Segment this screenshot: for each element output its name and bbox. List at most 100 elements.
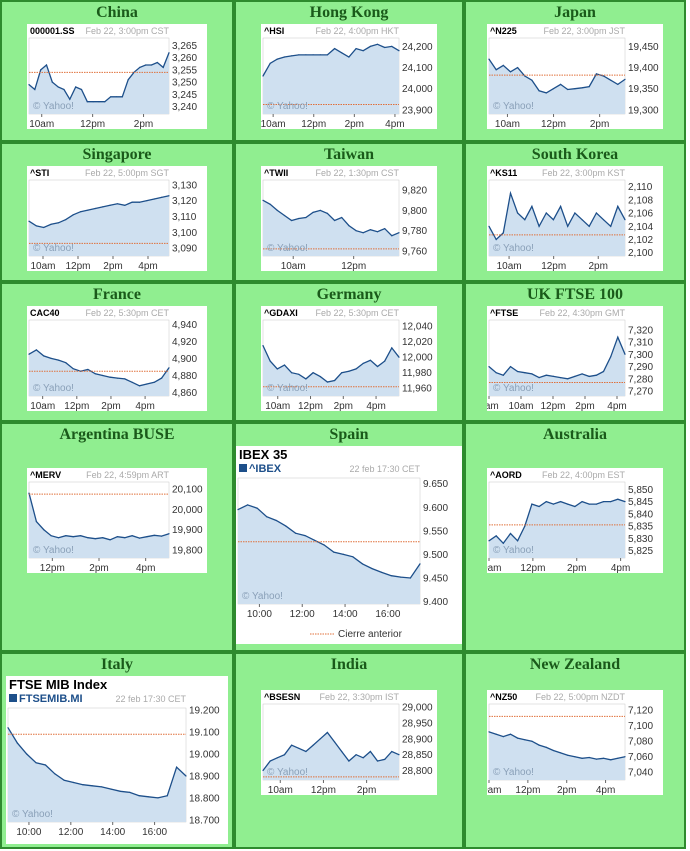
data-point [552,88,554,90]
data-point [276,368,278,370]
x-tick-label: 2pm [575,401,594,411]
data-point [531,503,533,505]
chart-symbol: ^AORD [490,470,522,480]
y-tick-label: 19.200 [189,706,220,717]
italy-chart[interactable]: FTSE MIB Index FTSEMIB.MI 22 feb 17:30 CET… [6,676,228,844]
new-zealand-chart[interactable]: ^NZ50 Feb 22, 5:00pm NZDT © Yahoo! 7,120 7,1… [487,690,663,795]
data-point [362,362,364,364]
japan-chart[interactable]: ^N225 Feb 22, 3:00pm JST © Yahoo! 19,450 19,… [487,24,663,129]
data-point [131,201,133,203]
data-point [495,238,497,241]
data-point [298,373,300,375]
data-point [269,62,271,64]
data-point [610,225,612,227]
series-line [262,731,400,771]
data-point [147,796,150,798]
india-chart[interactable]: ^BSESN Feb 22, 3:30pm IST © Yahoo! 29,000 28… [261,690,437,795]
data-point [109,376,111,378]
data-point [355,368,357,370]
data-point [237,509,239,511]
south-korea-chart[interactable]: ^KS11 Feb 22, 3:00pm KST © Yahoo! 2,110 2,10… [487,166,663,271]
data-point [488,731,490,733]
x-tick-label: 4pm [136,563,155,573]
y-tick-label: 20,100 [172,485,203,496]
data-point [319,54,321,56]
singapore-chart[interactable]: ^STI Feb 22, 5:00pm SGT © Yahoo! 3,130 3,120… [27,166,207,271]
germany-chart[interactable]: ^GDAXI Feb 22, 5:30pm CET © Yahoo! 12,040 12… [261,306,437,411]
hong-kong-chart[interactable]: ^HSI Feb 22, 4:00pm HKT © Yahoo! 24,200 24,1… [261,24,437,129]
data-point [319,376,321,378]
x-tick-label: 4pm [135,401,154,411]
y-tick-label: 7,040 [628,768,653,779]
chart-svg: ^STI Feb 22, 5:00pm SGT © Yahoo! 3,130 3,120… [28,168,197,271]
france-chart[interactable]: CAC40 Feb 22, 5:30pm CET © Yahoo! 4,940 4,92… [27,306,207,411]
y-tick-label: 2,102 [628,235,653,246]
series-swatch [239,464,247,472]
x-tick-label: 10am [30,261,55,271]
data-point [495,372,497,374]
y-tick-label: 9.500 [423,550,448,561]
data-point [153,534,155,536]
data-point [509,532,512,535]
x-tick-label: 10:00 [16,827,41,838]
yahoo-watermark: © Yahoo! [12,809,53,820]
data-point [121,96,123,98]
data-point [326,731,328,734]
taiwan-chart[interactable]: ^TWII Feb 22, 1:30pm CST © Yahoo! 9,820 9,80… [261,166,437,271]
data-point [283,56,286,58]
yahoo-watermark: © Yahoo! [493,243,534,254]
x-tick-label: 10am [29,119,54,129]
data-point [531,740,533,742]
chart-timestamp: Feb 22, 4:00pm EST [542,470,626,480]
data-point [102,374,104,377]
uk-chart[interactable]: ^FTSE Feb 22, 4:30pm GMT © Yahoo! 7,320 7,31… [487,306,663,411]
data-point [109,204,111,206]
data-point [581,219,583,221]
data-point [509,733,512,735]
series-line [262,345,400,383]
data-point [35,520,37,523]
series-line [28,349,170,387]
data-point [384,360,386,362]
data-point [291,372,293,374]
y-tick-label: 9.600 [423,503,448,514]
data-point [65,535,67,537]
y-tick-label: 7,320 [628,325,653,336]
argentina-chart[interactable]: ^MERV Feb 22, 4:59pm ART © Yahoo! 20,100 20,… [27,468,207,573]
yahoo-watermark: © Yahoo! [33,101,74,112]
x-tick-label: 12pm [80,119,105,129]
data-point [390,575,392,577]
data-point [285,525,287,527]
series-area [263,732,399,780]
data-point [610,501,612,503]
data-point [341,372,343,374]
chart-timestamp: Feb 22, 4:00pm HKT [315,26,399,36]
data-point [400,576,402,578]
australia-chart[interactable]: ^AORD Feb 22, 4:00pm EST © Yahoo! 5,850 5,84… [487,468,663,573]
data-point [312,211,314,213]
data-point [624,501,626,503]
y-tick-label: 5,835 [628,522,653,533]
data-point [560,501,562,503]
data-point [334,741,336,743]
yahoo-watermark: © Yahoo! [493,383,534,394]
chart-svg: ^N225 Feb 22, 3:00pm JST © Yahoo! 19,450 19,… [488,26,659,129]
data-point [150,64,153,66]
data-point [35,349,37,351]
data-point [72,536,74,538]
y-tick-label: 3,260 [172,53,197,64]
y-tick-label: 19,300 [628,105,659,116]
data-point [624,353,626,355]
data-point [305,216,307,219]
series-line [237,504,421,579]
spain-chart[interactable]: IBEX 35 ^IBEX 22 feb 17:30 CET © Yahoo! 9.65… [236,446,462,644]
chart-timestamp: 22 feb 17:30 CET [115,694,186,704]
y-tick-label: 11,960 [402,384,432,395]
series-area [263,44,399,114]
australia-panel: Australia ^AORD Feb 22, 4:00pm EST © Yahoo!… [464,422,686,652]
data-point [262,769,264,772]
data-point [104,101,106,103]
y-tick-label: 19,400 [628,63,659,74]
y-tick-label: 2,110 [628,182,653,193]
china-chart[interactable]: 000001.SS Feb 22, 3:00pm CST © Yahoo! 3,265… [27,24,207,129]
